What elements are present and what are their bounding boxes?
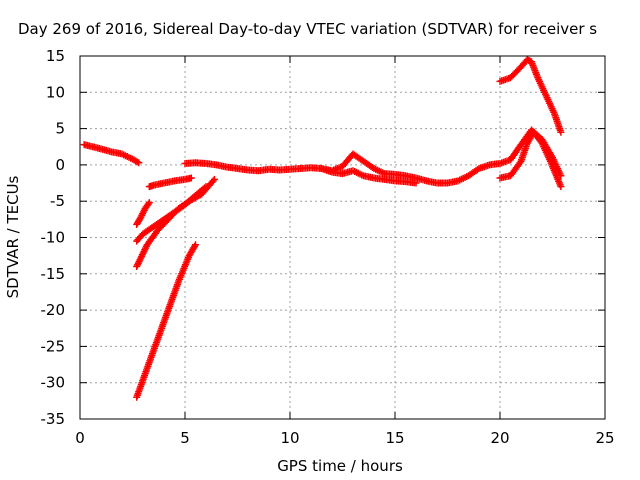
- y-tick-label: -15: [41, 265, 66, 283]
- data-point: [210, 175, 218, 183]
- data-point: [133, 158, 141, 166]
- data-point: [557, 183, 565, 191]
- x-tick-label: 10: [280, 429, 299, 447]
- x-axis-label: GPS time / hours: [277, 457, 403, 475]
- y-tick-label: -10: [41, 229, 66, 247]
- plot-frame: [79, 55, 606, 420]
- x-tick-label: 0: [75, 429, 85, 447]
- data-point: [145, 199, 153, 207]
- data-point: [557, 128, 565, 136]
- y-tick-label: -25: [41, 337, 66, 355]
- data-point: [187, 174, 195, 182]
- x-tick-label: 5: [180, 429, 190, 447]
- data-points: [80, 56, 565, 401]
- y-tick-label: 15: [46, 47, 65, 65]
- data-point: [144, 200, 152, 208]
- y-tick-label: 5: [55, 120, 65, 138]
- chart-title: Day 269 of 2016, Sidereal Day-to-day VTE…: [18, 20, 597, 38]
- grid: [80, 56, 605, 419]
- data-point: [135, 159, 143, 167]
- y-tick-label: -30: [41, 374, 66, 392]
- tick-labels: 0 5 10 15 20 25 15 10 5 0 -5 -10 -15 -20 -25 -30 -35: [41, 47, 615, 447]
- data-point: [412, 179, 420, 187]
- y-tick-label: -20: [41, 301, 66, 319]
- data-point: [209, 177, 217, 185]
- y-axis-label: SDTVAR / TECUs: [4, 175, 22, 298]
- x-tick-label: 20: [490, 429, 509, 447]
- data-point: [191, 242, 199, 250]
- y-tick-label: 0: [55, 156, 65, 174]
- y-tick-label: -35: [41, 410, 66, 428]
- y-tick-label: -5: [50, 192, 65, 210]
- y-tick-label: 10: [46, 83, 65, 101]
- x-tick-label: 15: [385, 429, 404, 447]
- data-point: [192, 241, 199, 249]
- x-tick-label: 25: [595, 429, 614, 447]
